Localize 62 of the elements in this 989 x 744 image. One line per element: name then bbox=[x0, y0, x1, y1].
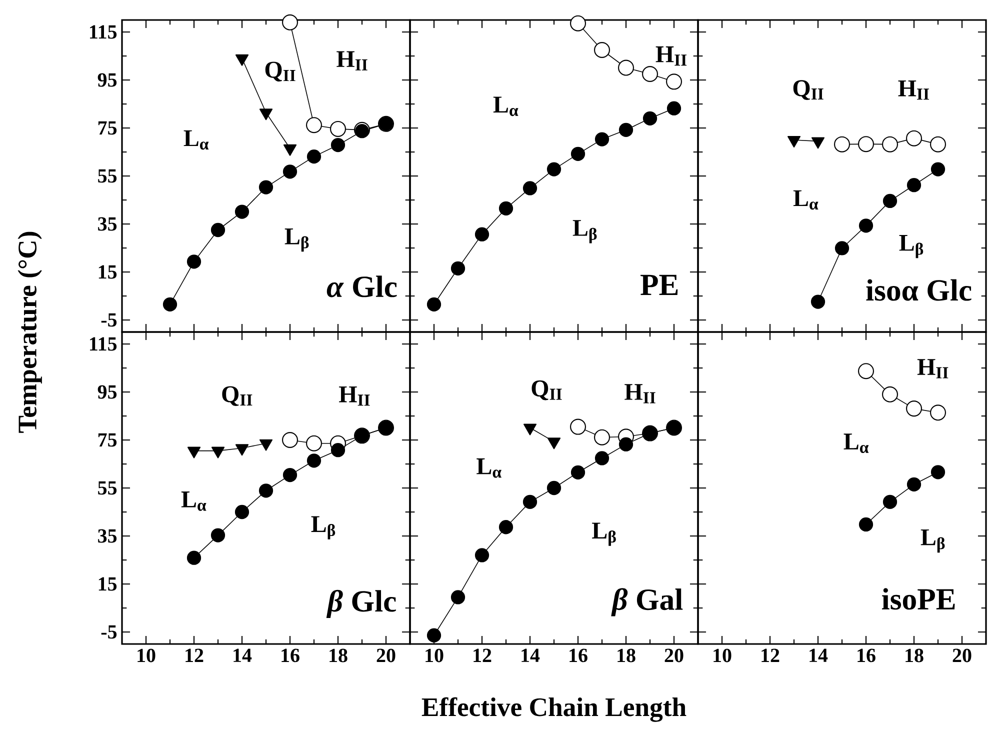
x-tick-label: 20 bbox=[664, 648, 684, 662]
y-tick-label: 15 bbox=[98, 577, 117, 591]
annotation: L$_{α}$ bbox=[476, 458, 502, 478]
annotation: H$_{II}$ bbox=[656, 46, 687, 66]
x-tick-label: 14 bbox=[522, 648, 540, 662]
annotation: L$_{β}$ bbox=[920, 529, 945, 553]
y-tick-label: 35 bbox=[98, 529, 117, 543]
annotation: Q$_{II}$ bbox=[532, 380, 562, 400]
x-tick-label: 10 bbox=[714, 648, 732, 662]
x-axis-title: Effective Chain Length bbox=[422, 697, 686, 722]
annotation: L$_{β}$ bbox=[311, 516, 336, 540]
y-tick-label: 115 bbox=[90, 337, 117, 351]
y-tick-label: 55 bbox=[98, 169, 117, 183]
x-tick-label: 18 bbox=[618, 648, 636, 662]
y-tick-label: 95 bbox=[98, 385, 117, 399]
annotation: L$_{α}$ bbox=[844, 434, 869, 454]
annotation: L$_{α}$ bbox=[493, 96, 518, 116]
x-tick-label: 10 bbox=[138, 648, 156, 662]
annotation: L$_{β}$ bbox=[592, 522, 616, 546]
y-tick-label: 15 bbox=[98, 265, 117, 279]
y-tick-label: 35 bbox=[98, 217, 117, 231]
x-tick-label: 18 bbox=[906, 648, 924, 662]
y-tick-label: -5 bbox=[101, 313, 117, 327]
y-tick-label: 75 bbox=[98, 433, 117, 447]
annotation: isoα Glc bbox=[866, 279, 972, 301]
annotation: Q$_{II}$ bbox=[265, 62, 296, 82]
x-tick-label: 16 bbox=[282, 648, 300, 662]
annotation: PE bbox=[640, 274, 678, 295]
annotation: L$_{β}$ bbox=[572, 220, 597, 244]
annotation: H$_{II}$ bbox=[624, 384, 656, 404]
annotation: Q$_{II}$ bbox=[793, 80, 824, 100]
y-axis-title: Temperature (°C) bbox=[18, 232, 42, 433]
x-tick-label: 12 bbox=[474, 648, 492, 662]
x-tick-label: 14 bbox=[810, 648, 828, 662]
annotation: L$_{α}$ bbox=[793, 190, 818, 210]
annotation: β Gal bbox=[611, 588, 683, 616]
x-tick-label: 14 bbox=[234, 648, 252, 662]
x-tick-label: 18 bbox=[330, 648, 348, 662]
annotation: L$_{α}$ bbox=[181, 492, 206, 511]
annotation: α Glc bbox=[326, 276, 397, 298]
x-tick-label: 20 bbox=[376, 648, 396, 662]
annotation: L$_{α}$ bbox=[184, 130, 209, 150]
annotation: H$_{II}$ bbox=[336, 51, 368, 70]
x-tick-label: 10 bbox=[426, 648, 444, 662]
y-tick-label: 75 bbox=[98, 121, 117, 135]
annotation: Q$_{II}$ bbox=[222, 386, 252, 406]
annotation: H$_{II}$ bbox=[339, 386, 370, 406]
y-tick-label: 115 bbox=[90, 25, 117, 39]
annotation: isoPE bbox=[882, 588, 955, 610]
x-tick-label: 16 bbox=[570, 648, 588, 662]
x-tick-label: 20 bbox=[952, 648, 972, 662]
y-tick-label: 55 bbox=[98, 481, 117, 495]
annotation: β Glc bbox=[326, 590, 396, 618]
y-tick-label: 95 bbox=[98, 73, 117, 87]
x-tick-label: 12 bbox=[762, 648, 780, 662]
annotation: H$_{II}$ bbox=[898, 80, 929, 100]
x-tick-label: 12 bbox=[186, 648, 204, 662]
annotation: L$_{β}$ bbox=[284, 228, 309, 252]
annotation: H$_{II}$ bbox=[917, 359, 948, 378]
y-tick-label: -5 bbox=[101, 625, 117, 639]
annotation: L$_{β}$ bbox=[899, 234, 924, 258]
x-tick-label: 16 bbox=[858, 648, 876, 662]
